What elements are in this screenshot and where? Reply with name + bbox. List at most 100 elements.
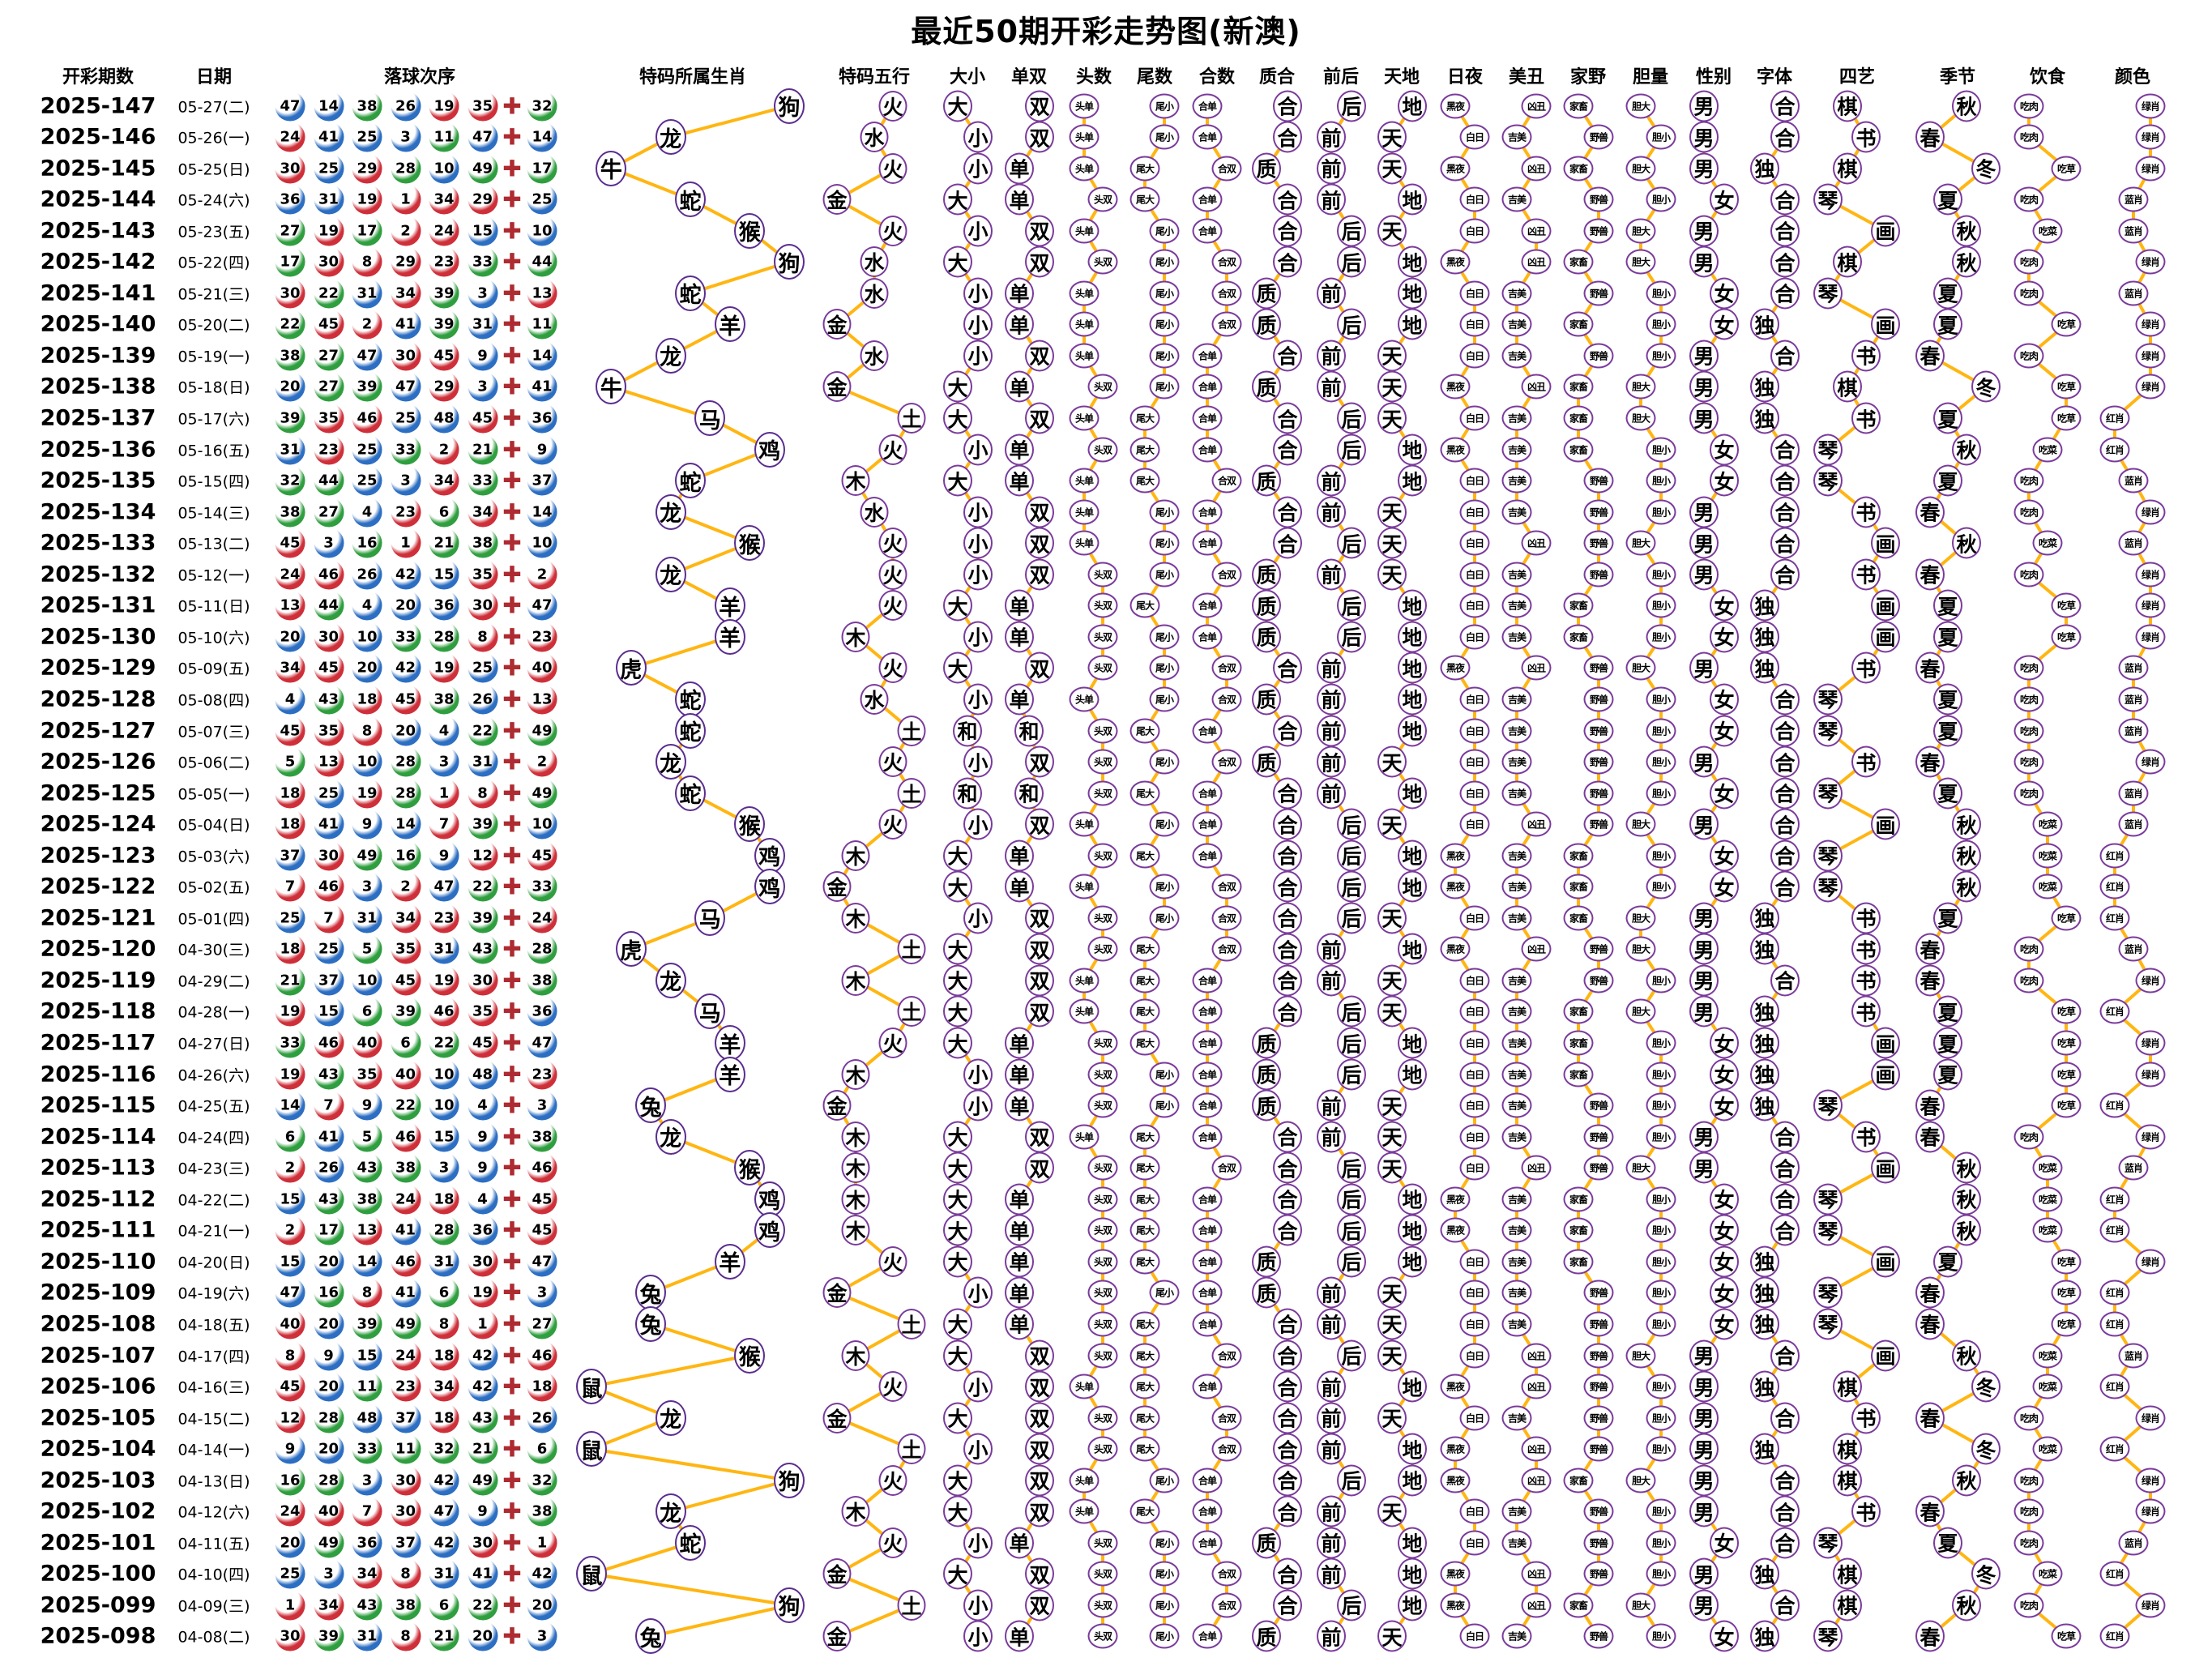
ziti-marker: 合 — [1770, 1183, 1800, 1216]
ziti-marker: 合 — [1770, 1589, 1800, 1621]
ziti-marker: 独 — [1750, 1308, 1779, 1340]
danshuang-marker: 单 — [1005, 1276, 1034, 1309]
riye-marker: 白日 — [1459, 530, 1490, 556]
jiaye-marker: 野兽 — [1583, 1623, 1614, 1649]
danshuang-marker: 双 — [1025, 1402, 1054, 1434]
meichou-marker: 吉美 — [1501, 1092, 1532, 1118]
xingbie-marker: 女 — [1710, 1276, 1739, 1309]
lottery-ball: 19 — [314, 216, 344, 246]
yinshi-marker: 吃肉 — [2013, 186, 2044, 212]
siyi-marker: 琴 — [1813, 1527, 1843, 1559]
lottery-ball: 29 — [429, 371, 459, 402]
yanse-marker: 蓝肖 — [2118, 1530, 2149, 1556]
siyi-marker: 棋 — [1833, 370, 1862, 403]
xingbie-marker: 男 — [1689, 1557, 1719, 1590]
tiandi-marker: 天 — [1377, 746, 1407, 778]
daxiao-marker: 小 — [963, 277, 993, 310]
zodiac-marker: 虎 — [615, 931, 647, 968]
lottery-ball: 24 — [275, 122, 305, 152]
jijie-marker: 夏 — [1933, 308, 1962, 340]
yinshi-marker: 吃菜 — [2032, 1561, 2063, 1587]
yanse-marker: 红肖 — [2099, 1092, 2130, 1118]
plus-icon: ✚ — [502, 155, 522, 182]
jiaye-marker: 野兽 — [1583, 1405, 1614, 1431]
column-header-danliang: 胆量 — [1632, 67, 1669, 88]
zhihe-marker: 质 — [1252, 1027, 1281, 1059]
danliang-marker: 胆小 — [1646, 311, 1676, 337]
wuxing-marker: 火 — [878, 558, 907, 590]
tiandi-marker: 天 — [1377, 215, 1407, 247]
xingbie-marker: 男 — [1689, 1151, 1719, 1184]
tiandi-marker: 天 — [1377, 1339, 1407, 1371]
meichou-marker: 凶丑 — [1521, 249, 1552, 275]
yinshi-marker: 吃草 — [2051, 311, 2082, 337]
wei-marker: 尾大 — [1129, 1436, 1160, 1462]
zodiac-marker: 鼠 — [576, 1369, 607, 1405]
zodiac-marker: 蛇 — [675, 775, 706, 811]
special-ball: 14 — [527, 497, 557, 528]
riye-marker: 白日 — [1459, 1124, 1490, 1150]
lottery-ball: 36 — [275, 184, 305, 215]
he-marker: 合单 — [1192, 530, 1223, 556]
daxiao-marker: 大 — [943, 1121, 972, 1153]
yanse-marker: 红肖 — [2099, 998, 2130, 1024]
jijie-marker: 夏 — [1933, 1058, 1962, 1091]
plus-icon: ✚ — [502, 310, 522, 338]
wei-marker: 尾大 — [1129, 1186, 1160, 1212]
wei-marker: 尾小 — [1149, 124, 1180, 150]
tiandi-marker: 地 — [1398, 1214, 1427, 1246]
jijie-marker: 冬 — [1971, 370, 2001, 403]
riye-marker: 黑夜 — [1440, 374, 1471, 399]
qianhou-marker: 前 — [1317, 1121, 1346, 1153]
wei-marker: 尾大 — [1129, 1374, 1160, 1399]
jijie-marker: 春 — [1915, 1495, 1945, 1527]
he-marker: 合双 — [1211, 562, 1242, 587]
yanse-marker: 蓝肖 — [2118, 780, 2149, 806]
zodiac-marker: 鸡 — [754, 431, 785, 468]
wuxing-marker: 土 — [897, 715, 926, 746]
meichou-marker: 吉美 — [1501, 1249, 1532, 1275]
zhihe-marker: 质 — [1252, 558, 1281, 591]
riye-marker: 白日 — [1459, 1062, 1490, 1087]
daxiao-marker: 和 — [953, 777, 982, 810]
special-ball: 25 — [527, 184, 557, 215]
he-marker: 合单 — [1192, 968, 1223, 993]
wei-marker: 尾小 — [1149, 311, 1180, 337]
tou-marker: 头单 — [1069, 343, 1100, 369]
xingbie-marker: 女 — [1710, 277, 1739, 310]
wuxing-marker: 木 — [841, 621, 870, 652]
he-marker: 合单 — [1192, 1498, 1223, 1524]
qianhou-marker: 前 — [1317, 715, 1346, 746]
siyi-marker: 棋 — [1833, 1370, 1862, 1403]
riye-marker: 黑夜 — [1440, 1374, 1471, 1399]
jijie-marker: 夏 — [1933, 715, 1962, 746]
yinshi-marker: 吃肉 — [2013, 93, 2044, 118]
zodiac-marker: 羊 — [714, 587, 745, 624]
he-marker: 合单 — [1192, 1092, 1223, 1118]
yanse-marker: 蓝肖 — [2118, 655, 2149, 681]
column-header-jijie: 季节 — [1939, 67, 1976, 88]
wuxing-marker: 火 — [878, 434, 907, 465]
column-header-ziti: 字体 — [1756, 67, 1793, 88]
he-marker: 合单 — [1192, 1249, 1223, 1275]
zhihe-marker: 合 — [1273, 246, 1302, 278]
lottery-ball: 31 — [314, 184, 344, 215]
qianhou-marker: 前 — [1317, 496, 1346, 528]
danshuang-marker: 双 — [1025, 558, 1054, 591]
special-ball: 37 — [527, 465, 557, 496]
siyi-marker: 画 — [1871, 589, 1900, 622]
tou-marker: 头双 — [1087, 624, 1118, 650]
wuxing-marker: 火 — [878, 90, 907, 122]
daxiao-marker: 大 — [943, 1402, 972, 1434]
danliang-marker: 胆大 — [1625, 1343, 1656, 1368]
tiandi-marker: 天 — [1377, 121, 1407, 153]
zodiac-marker: 龙 — [655, 744, 686, 780]
jiaye-marker: 家畜 — [1563, 1186, 1594, 1212]
column-header-date: 日期 — [195, 67, 233, 88]
danliang-marker: 胆大 — [1625, 905, 1656, 931]
jijie-marker: 秋 — [1952, 215, 1981, 247]
yinshi-marker: 吃菜 — [2032, 874, 2063, 899]
danliang-marker: 胆小 — [1646, 1623, 1676, 1649]
jijie-marker: 春 — [1915, 1089, 1945, 1122]
danliang-marker: 胆大 — [1625, 1155, 1656, 1181]
